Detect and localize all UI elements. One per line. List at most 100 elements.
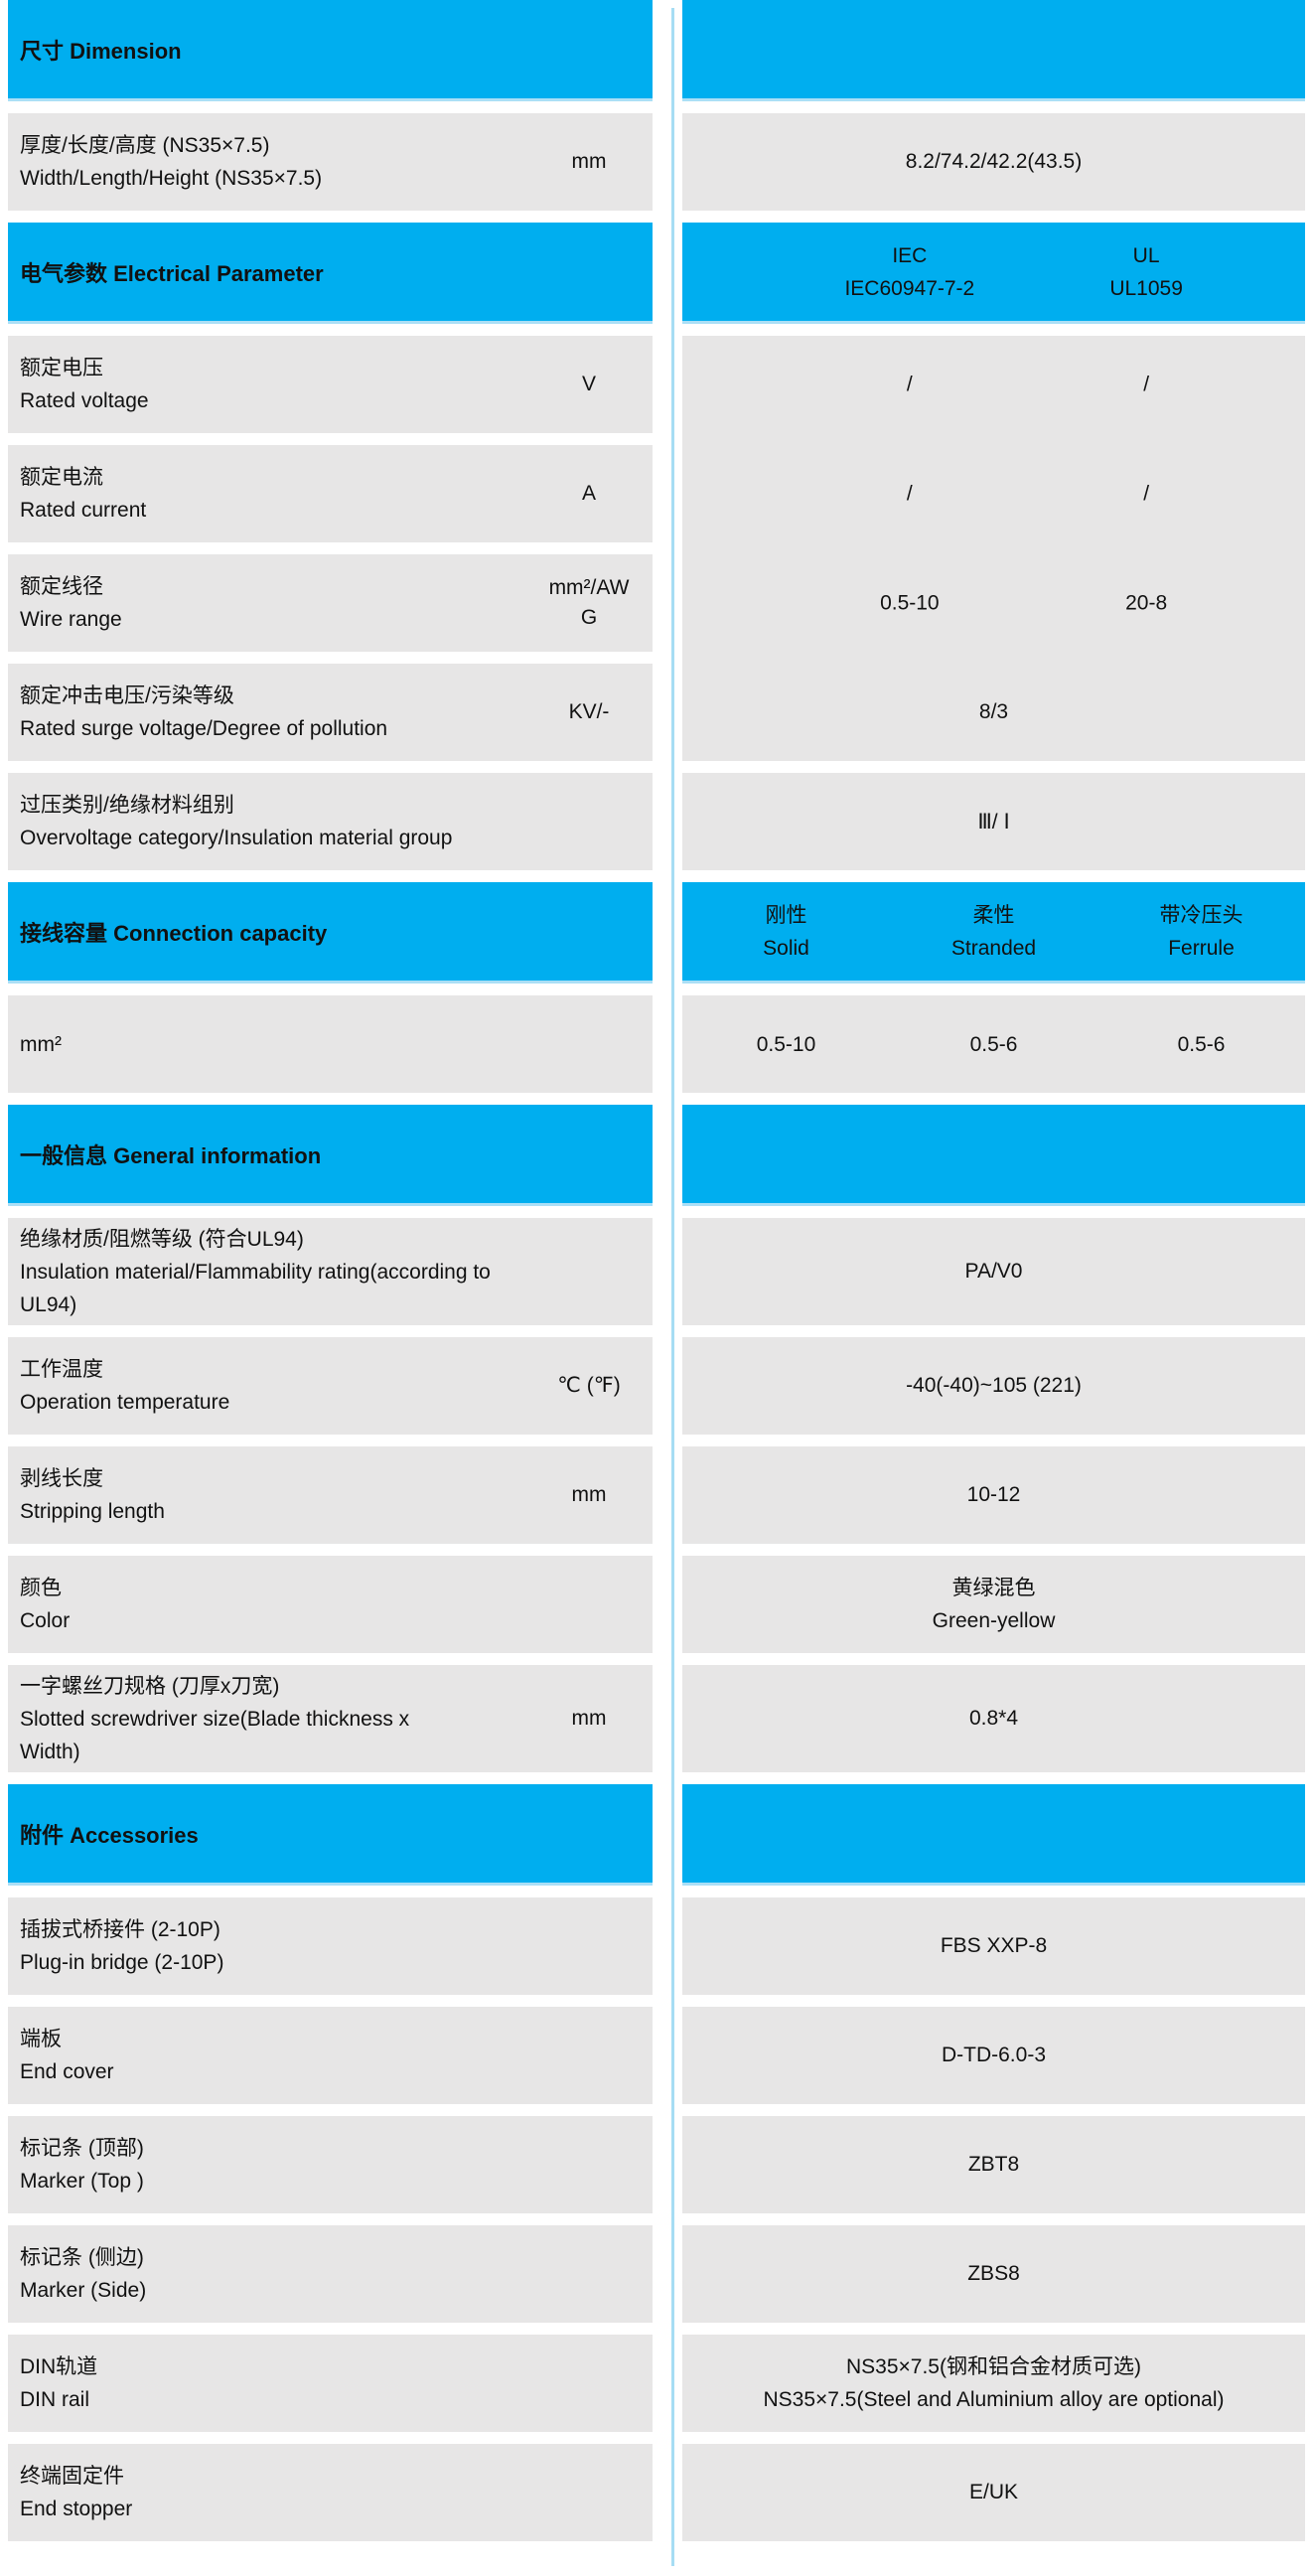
rated-current-unit: A [581, 482, 596, 505]
rated-current-label: 额定电流 Rated current [20, 461, 529, 527]
end-cover-label: 端板 End cover [20, 2023, 649, 2088]
surge-value: 8/3 [978, 700, 1009, 723]
temperature-zh: 工作温度 [20, 1358, 103, 1381]
temperature-unit: ℃ (℉) [557, 1374, 621, 1397]
row-overvoltage: 过压类别/绝缘材料组别 Overvoltage category/Insulat… [8, 773, 1313, 870]
row-capacity: mm² 0.5-10 0.5-6 0.5-6 [8, 995, 1313, 1093]
capacity-ferrule-value: 0.5-6 [1177, 1032, 1226, 1056]
end-cover-value: D-TD-6.0-3 [941, 2044, 1046, 2066]
overvoltage-value-cell: Ⅲ/ Ⅰ [682, 773, 1305, 870]
connection-header-right: 刚性 Solid 柔性 Stranded 带冷压头 Ferrule [682, 882, 1305, 984]
din-rail-label-cell: DIN轨道 DIN rail [8, 2335, 653, 2432]
bridge-label-cell: 插拔式桥接件 (2-10P) Plug-in bridge (2-10P) [8, 1897, 653, 1995]
capacity-values-cell: 0.5-10 0.5-6 0.5-6 [682, 995, 1305, 1093]
din-rail-value-en: NS35×7.5(Steel and Aluminium alloy are o… [763, 2388, 1225, 2411]
electrical-rows-section: 额定电压 Rated voltage V 额定电流 Rated current … [8, 336, 1313, 761]
rated-voltage-en: Rated voltage [20, 389, 149, 412]
marker-side-zh: 标记条 (侧边) [20, 2246, 144, 2269]
section-header-general: 一般信息 General information [8, 1105, 1313, 1206]
screwdriver-zh: 一字螺丝刀规格 (刀厚x刀宽) [20, 1674, 280, 1698]
surge-zh: 额定冲击电压/污染等级 [20, 684, 234, 707]
size-label: 厚度/长度/高度 (NS35×7.5) Width/Length/Height … [20, 129, 529, 195]
accessories-header-title: 附件 Accessories [20, 1822, 199, 1848]
rated-voltage-label: 额定电压 Rated voltage [20, 352, 529, 417]
row-end-stopper: 终端固定件 End stopper E/UK [8, 2444, 1313, 2541]
solid-en: Solid [763, 936, 809, 960]
iec-standard: IEC60947-7-2 [844, 276, 975, 300]
size-value-cell: 8.2/74.2/42.2(43.5) [682, 113, 1305, 211]
screwdriver-label: 一字螺丝刀规格 (刀厚x刀宽) Slotted screwdriver size… [20, 1670, 457, 1768]
color-value-en: Green-yellow [932, 1609, 1056, 1632]
insulation-label: 绝缘材质/阻燃等级 (符合UL94) Insulation material/F… [20, 1223, 546, 1321]
section-header-accessories: 附件 Accessories [8, 1784, 1313, 1886]
vertical-divider-line [671, 8, 674, 2566]
marker-top-en: Marker (Top ) [20, 2170, 144, 2193]
rated-current-value-ul: / [1143, 482, 1150, 506]
connection-header-title: 接线容量 Connection capacity [20, 920, 328, 946]
connection-col-ferrule: 带冷压头 Ferrule [1097, 899, 1305, 965]
accessories-header-left: 附件 Accessories [8, 1784, 653, 1886]
row-bridge: 插拔式桥接件 (2-10P) Plug-in bridge (2-10P) FB… [8, 1897, 1313, 1995]
electrical-col-iec: IEC IEC60947-7-2 [844, 239, 974, 305]
connection-col-solid: 刚性 Solid [682, 899, 890, 965]
row-marker-side: 标记条 (侧边) Marker (Side) ZBS8 [8, 2225, 1313, 2323]
marker-side-label-cell: 标记条 (侧边) Marker (Side) [8, 2225, 653, 2323]
marker-side-value-cell: ZBS8 [682, 2225, 1305, 2323]
marker-side-label: 标记条 (侧边) Marker (Side) [20, 2241, 649, 2307]
row-screwdriver: 一字螺丝刀规格 (刀厚x刀宽) Slotted screwdriver size… [8, 1665, 1313, 1772]
electrical-col-ul: UL UL1059 [1109, 239, 1183, 305]
stripping-unit: mm [571, 1483, 607, 1506]
electrical-header-left: 电气参数 Electrical Parameter [8, 223, 653, 324]
size-label-en: Width/Length/Height (NS35×7.5) [20, 167, 323, 190]
marker-top-value: ZBT8 [967, 2153, 1020, 2176]
end-stopper-en: End stopper [20, 2498, 133, 2520]
stripping-value: 10-12 [966, 1483, 1021, 1506]
iec-label: IEC [892, 243, 928, 267]
marker-top-value-cell: ZBT8 [682, 2116, 1305, 2213]
section-header-dimension: 尺寸 Dimension [8, 0, 1313, 101]
screwdriver-value: 0.8*4 [968, 1707, 1019, 1730]
general-header-right [682, 1105, 1305, 1206]
dimension-header-right [682, 0, 1305, 101]
end-stopper-zh: 终端固定件 [20, 2465, 124, 2488]
marker-top-label: 标记条 (顶部) Marker (Top ) [20, 2132, 649, 2197]
connection-header-left: 接线容量 Connection capacity [8, 882, 653, 984]
wire-range-value-ul: 20-8 [1125, 591, 1168, 615]
capacity-values: 0.5-10 0.5-6 0.5-6 [682, 1028, 1305, 1061]
din-rail-value-zh: NS35×7.5(钢和铝合金材质可选) [846, 2355, 1141, 2378]
end-cover-value-cell: D-TD-6.0-3 [682, 2007, 1305, 2104]
accessories-header-right [682, 1784, 1305, 1886]
din-rail-value: NS35×7.5(钢和铝合金材质可选) NS35×7.5(Steel and A… [763, 2350, 1224, 2416]
wire-range-zh: 额定线径 [20, 575, 103, 598]
din-rail-label: DIN轨道 DIN rail [20, 2350, 649, 2416]
end-stopper-value: E/UK [968, 2481, 1018, 2503]
rated-current-zh: 额定电流 [20, 466, 103, 489]
end-stopper-label: 终端固定件 End stopper [20, 2460, 649, 2525]
wire-range-label-cell: 额定线径 Wire range mm²/AWG [8, 554, 653, 652]
row-marker-top: 标记条 (顶部) Marker (Top ) ZBT8 [8, 2116, 1313, 2213]
screwdriver-en: Slotted screwdriver size(Blade thickness… [20, 1707, 410, 1763]
ul-standard: UL1059 [1109, 276, 1183, 300]
din-rail-en: DIN rail [20, 2388, 90, 2411]
dimension-header-title: 尺寸 Dimension [20, 38, 182, 64]
stranded-zh: 柔性 [972, 903, 1015, 927]
din-rail-zh: DIN轨道 [20, 2355, 98, 2378]
marker-side-en: Marker (Side) [20, 2279, 147, 2302]
color-label-cell: 颜色 Color [8, 1556, 653, 1653]
electrical-left-column: 额定电压 Rated voltage V 额定电流 Rated current … [8, 336, 653, 761]
ferrule-en: Ferrule [1168, 936, 1235, 960]
general-header-title: 一般信息 General information [20, 1142, 322, 1168]
surge-label: 额定冲击电压/污染等级 Rated surge voltage/Degree o… [20, 680, 529, 745]
rated-current-value-iec: / [906, 482, 913, 506]
insulation-en: Insulation material/Flammability rating(… [20, 1260, 491, 1316]
row-color: 颜色 Color 黄绿混色 Green-yellow [8, 1556, 1313, 1653]
surge-unit: KV/- [568, 700, 610, 723]
bridge-en: Plug-in bridge (2-10P) [20, 1951, 224, 1974]
rated-voltage-value-ul: / [1143, 373, 1150, 396]
stripping-label: 剥线长度 Stripping length [20, 1462, 529, 1528]
bridge-value-cell: FBS XXP-8 [682, 1897, 1305, 1995]
row-temperature: 工作温度 Operation temperature ℃ (℉) -40(-40… [8, 1337, 1313, 1435]
screwdriver-value-cell: 0.8*4 [682, 1665, 1305, 1772]
insulation-value-cell: PA/V0 [682, 1218, 1305, 1325]
size-value: 8.2/74.2/42.2(43.5) [905, 150, 1083, 173]
